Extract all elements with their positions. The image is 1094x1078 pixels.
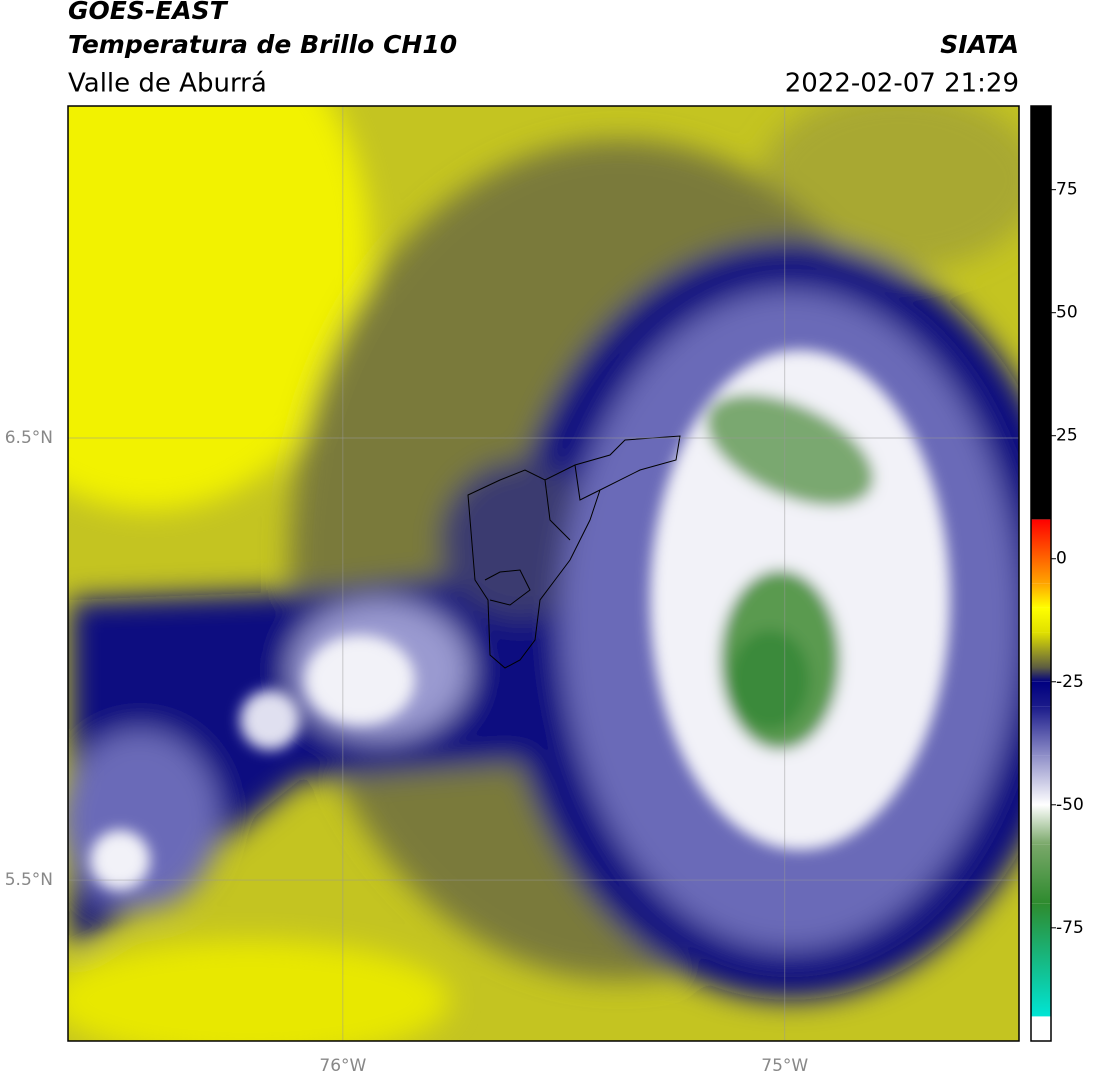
x-tick-label: 76°W bbox=[319, 1056, 366, 1076]
colorbar-segment bbox=[1031, 804, 1051, 845]
colorbar-segment bbox=[1031, 583, 1051, 608]
colorbar-tick-label: 25 bbox=[1056, 426, 1078, 446]
grid bbox=[68, 106, 1019, 1041]
colorbar-segment bbox=[1031, 632, 1051, 667]
datetime: 2022-02-07 21:29 bbox=[785, 69, 1019, 99]
source: SIATA bbox=[940, 30, 1019, 59]
map-frame bbox=[67, 105, 1020, 1042]
colorbar-segment bbox=[1031, 607, 1051, 633]
title: GOES-EAST bbox=[68, 0, 229, 25]
colorbar bbox=[1031, 106, 1051, 1041]
colorbar-segment bbox=[1031, 844, 1051, 904]
colorbar-segment bbox=[1031, 519, 1051, 584]
colorbar-tick-label: -50 bbox=[1056, 795, 1084, 815]
y-tick-label: 5.5°N bbox=[5, 870, 53, 890]
colorbar-tick-label: -75 bbox=[1056, 918, 1084, 938]
region: Valle de Aburrá bbox=[68, 69, 267, 99]
colorbar-tick-label: -25 bbox=[1056, 672, 1084, 692]
colorbar-segment bbox=[1031, 106, 1051, 520]
colorbar-segment bbox=[1031, 681, 1051, 707]
colorbar-segment bbox=[1031, 1016, 1051, 1041]
colorbar-segment bbox=[1031, 903, 1051, 1017]
colorbar-tick-label: 75 bbox=[1056, 180, 1078, 200]
colorbar-frame bbox=[1030, 105, 1052, 1042]
colorbar-segment bbox=[1031, 706, 1051, 756]
subtitle: Temperatura de Brillo CH10 bbox=[68, 30, 457, 59]
y-tick-label: 6.5°N bbox=[5, 428, 53, 448]
colorbar-segment bbox=[1031, 667, 1051, 682]
colorbar-tick-label: 50 bbox=[1056, 303, 1078, 323]
colorbar-segment bbox=[1031, 755, 1051, 805]
imagery bbox=[68, 106, 1019, 1041]
colorbar-tick-label: 0 bbox=[1056, 549, 1067, 569]
x-tick-label: 75°W bbox=[761, 1056, 808, 1076]
